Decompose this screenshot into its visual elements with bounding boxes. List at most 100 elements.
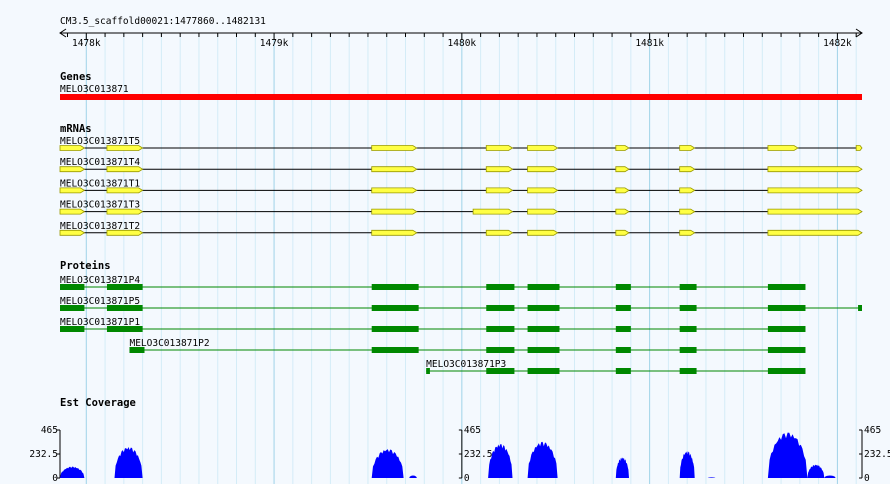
protein-block[interactable]	[527, 284, 560, 290]
protein-block[interactable]	[527, 347, 560, 353]
protein-feature[interactable]: MELO3C013871P2	[129, 338, 806, 353]
coverage-peak	[488, 444, 513, 478]
mrna-exon[interactable]	[767, 208, 863, 215]
mrna-exon[interactable]	[106, 187, 144, 194]
mrna-exon[interactable]	[679, 208, 696, 215]
protein-block[interactable]	[767, 326, 806, 332]
protein-feature[interactable]: MELO3C013871P1	[60, 317, 806, 332]
protein-block[interactable]	[767, 305, 806, 311]
mrna-exon[interactable]	[855, 145, 863, 151]
protein-block[interactable]	[767, 368, 806, 374]
protein-block[interactable]	[486, 284, 515, 290]
mrna-exon[interactable]	[485, 145, 514, 151]
protein-block[interactable]	[679, 326, 697, 332]
mrna-exon[interactable]	[615, 208, 630, 215]
protein-block[interactable]	[426, 368, 430, 374]
coverage-peak	[527, 441, 558, 478]
protein-block[interactable]	[527, 305, 560, 311]
mrna-exon[interactable]	[485, 166, 514, 173]
protein-block[interactable]	[615, 284, 631, 290]
protein-feature[interactable]: MELO3C013871P5	[60, 296, 862, 311]
mrna-exon[interactable]	[767, 187, 863, 194]
protein-block[interactable]	[106, 284, 143, 290]
mrna-exon[interactable]	[59, 208, 86, 215]
proteins-track[interactable]: MELO3C013871P4 MELO3C013871P5 MELO3C013871…	[60, 275, 862, 374]
mrna-exon[interactable]	[679, 166, 696, 173]
mrna-exon[interactable]	[615, 187, 630, 194]
protein-block[interactable]	[486, 347, 515, 353]
mrna-exon[interactable]	[767, 166, 863, 173]
mrna-exon[interactable]	[615, 166, 630, 173]
protein-block[interactable]	[106, 305, 143, 311]
mrna-feature[interactable]: MELO3C013871T4	[59, 157, 863, 173]
mrna-exon[interactable]	[767, 229, 863, 236]
mrna-feature[interactable]: MELO3C013871T5	[59, 136, 863, 151]
mrna-feature[interactable]: MELO3C013871T1	[59, 178, 863, 194]
protein-feature[interactable]: MELO3C013871P3	[426, 359, 806, 374]
mrnas-track[interactable]: MELO3C013871T5 MELO3C013871T4 MELO3C013871…	[59, 136, 863, 236]
protein-block[interactable]	[129, 347, 145, 353]
protein-block[interactable]	[615, 368, 631, 374]
protein-block[interactable]	[679, 368, 697, 374]
protein-block[interactable]	[371, 347, 419, 353]
protein-block[interactable]	[679, 305, 697, 311]
mrna-exon[interactable]	[59, 166, 86, 173]
protein-block[interactable]	[60, 284, 85, 290]
mrna-feature[interactable]: MELO3C013871T3	[59, 200, 863, 215]
protein-block[interactable]	[60, 326, 85, 332]
mrna-feature[interactable]: MELO3C013871T2	[59, 221, 863, 236]
mrna-exon[interactable]	[527, 229, 559, 236]
protein-block[interactable]	[615, 347, 631, 353]
mrna-exon[interactable]	[679, 187, 696, 194]
mrna-exon[interactable]	[527, 166, 559, 173]
coverage-mid-label: 232.5	[29, 449, 58, 460]
mrna-exon[interactable]	[371, 166, 418, 173]
protein-block[interactable]	[371, 326, 419, 332]
protein-block[interactable]	[767, 347, 806, 353]
mrna-exon[interactable]	[106, 208, 144, 215]
mrna-exon[interactable]	[371, 229, 418, 236]
mrna-exon[interactable]	[485, 229, 514, 236]
protein-block[interactable]	[679, 347, 697, 353]
protein-block[interactable]	[615, 326, 631, 332]
protein-block[interactable]	[486, 326, 515, 332]
mrna-exon[interactable]	[371, 187, 418, 194]
mrna-exon[interactable]	[679, 145, 696, 151]
mrna-exon[interactable]	[59, 229, 86, 236]
protein-block[interactable]	[767, 284, 806, 290]
mrna-exon[interactable]	[485, 187, 514, 194]
mrna-exon[interactable]	[59, 145, 86, 151]
ruler[interactable]: 1478k 1479k 1480k 1481k 1482k	[59, 28, 863, 49]
mrna-exon[interactable]	[106, 166, 144, 173]
protein-block[interactable]	[527, 326, 560, 332]
mrna-exon[interactable]	[371, 208, 418, 215]
mrna-exon[interactable]	[527, 187, 559, 194]
coverage-mid-label: 232.5	[464, 449, 493, 460]
protein-feature[interactable]: MELO3C013871P4	[60, 275, 806, 290]
protein-block[interactable]	[106, 326, 143, 332]
protein-block[interactable]	[527, 368, 560, 374]
coverage-track[interactable]: 465 232.5 0 465 232.5 0 465 232.5 0	[29, 425, 890, 484]
mrna-exon[interactable]	[106, 229, 144, 236]
mrna-exon[interactable]	[767, 145, 799, 151]
mrna-exon[interactable]	[615, 229, 630, 236]
mrna-exon[interactable]	[679, 229, 696, 236]
mrna-exon[interactable]	[106, 145, 144, 151]
mrna-exon[interactable]	[527, 145, 559, 151]
mrna-exon[interactable]	[615, 145, 630, 151]
gene-feature[interactable]: MELO3C013871	[60, 84, 862, 100]
protein-block[interactable]	[486, 305, 515, 311]
mrna-exon[interactable]	[371, 145, 418, 151]
mrna-exon[interactable]	[527, 208, 559, 215]
protein-block[interactable]	[615, 305, 631, 311]
protein-block[interactable]	[371, 305, 419, 311]
mrna-exon[interactable]	[472, 208, 514, 215]
protein-block[interactable]	[371, 284, 419, 290]
protein-block[interactable]	[679, 284, 697, 290]
gene-bar[interactable]	[60, 94, 862, 100]
protein-block[interactable]	[60, 305, 85, 311]
mrna-exon[interactable]	[59, 187, 86, 194]
genes-track[interactable]: MELO3C013871	[60, 84, 862, 100]
protein-block[interactable]	[858, 305, 862, 311]
protein-block[interactable]	[486, 368, 515, 374]
